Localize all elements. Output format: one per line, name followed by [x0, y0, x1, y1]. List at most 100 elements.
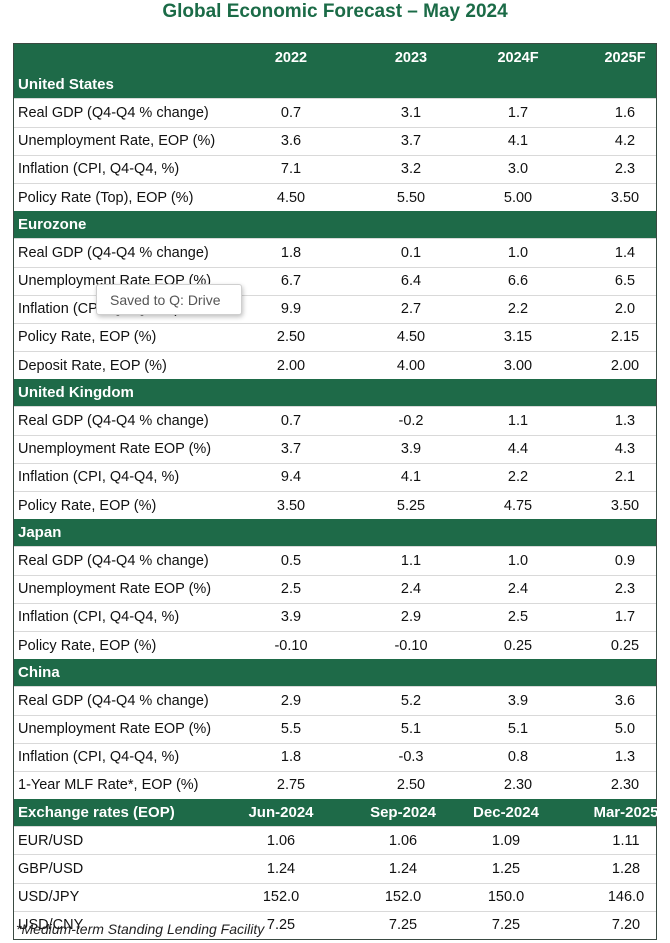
row-label: Unemployment Rate EOP (%) [18, 441, 212, 458]
row-label: Real GDP (Q4-Q4 % change) [18, 104, 209, 121]
year-header: 2024F [497, 49, 539, 66]
table-cell: 1.06 [388, 832, 418, 849]
table-cell: 3.50 [276, 497, 306, 514]
table-cell: 2.2 [507, 301, 529, 318]
table-cell: 5.2 [400, 692, 422, 709]
table-row: 1-Year MLF Rate*, EOP (%) 2.75 2.50 2.30 2.3… [14, 770, 656, 799]
table-cell: 7.1 [280, 161, 302, 178]
table-cell: 1.6 [614, 104, 636, 121]
table-cell: 1.7 [507, 104, 529, 121]
table-cell: 5.00 [503, 189, 533, 206]
table-cell: 2.50 [396, 777, 426, 794]
table-cell: 3.2 [400, 161, 422, 178]
table-cell: 9.9 [280, 301, 302, 318]
table-cell: 0.1 [400, 244, 422, 261]
table-row: Policy Rate (Top), EOP (%) 4.50 5.50 5.00 3.… [14, 182, 656, 211]
table-row: Unemployment Rate, EOP (%) 3.6 3.7 4.1 4.2 [14, 126, 656, 155]
section-header-row: Eurozone [14, 211, 656, 239]
row-label: Inflation (CPI, Q4-Q4, %) [18, 609, 180, 626]
table-cell: 3.9 [400, 441, 422, 458]
table-cell: 2.2 [507, 469, 529, 486]
table-row: Unemployment Rate EOP (%) 3.7 3.9 4.4 4.3 [14, 434, 656, 463]
table-cell: -0.10 [274, 637, 308, 654]
section-header-row: China [14, 659, 656, 687]
row-label: Policy Rate, EOP (%) [18, 329, 157, 346]
page-title: Global Economic Forecast – May 2024 [162, 1, 508, 22]
table-cell: 1.7 [614, 609, 636, 626]
section-header-row: United States [14, 71, 656, 99]
section-header-row: Japan [14, 519, 656, 547]
table-cell: 5.1 [400, 721, 422, 738]
table-cell: 1.4 [614, 244, 636, 261]
period-header: Dec-2024 [473, 804, 539, 822]
table-cell: 3.7 [280, 441, 302, 458]
table-cell: 2.3 [614, 161, 636, 178]
table-row: Inflation (CPI, Q4-Q4, %) 1.8 -0.3 0.8 1.3 [14, 742, 656, 771]
table-cell: 146.0 [607, 889, 645, 906]
table-cell: 3.50 [610, 189, 640, 206]
table-cell: 6.4 [400, 273, 422, 290]
period-header: Sep-2024 [370, 804, 436, 822]
table-row: Real GDP (Q4-Q4 % change) 0.7 3.1 1.7 1.6 [14, 98, 656, 126]
table-cell: 2.75 [276, 777, 306, 794]
table-cell: 9.4 [280, 469, 302, 486]
table-cell: 3.15 [503, 329, 533, 346]
table-row: Real GDP (Q4-Q4 % change) 0.7 -0.2 1.1 1.3 [14, 406, 656, 434]
table-cell: 4.1 [400, 469, 422, 486]
period-header: Jun-2024 [248, 804, 314, 822]
year-header: 2023 [394, 49, 428, 66]
row-label: Inflation (CPI, Q4-Q4, %) [18, 469, 180, 486]
table-cell: 1.11 [612, 832, 640, 849]
row-label: Real GDP (Q4-Q4 % change) [18, 413, 209, 430]
section-title: Exchange rates (EOP) [18, 804, 175, 822]
table-cell: -0.3 [398, 749, 424, 766]
table-cell: 4.00 [396, 357, 426, 374]
table-cell: -0.2 [398, 413, 424, 430]
table-cell: 6.7 [280, 273, 302, 290]
year-header-row: 2022 2023 2024F 2025F [14, 44, 656, 72]
table-cell: 152.0 [262, 889, 300, 906]
table-cell: 1.25 [491, 861, 521, 878]
table-cell: 0.7 [280, 413, 302, 430]
table-cell: 150.0 [487, 889, 525, 906]
row-label: 1-Year MLF Rate*, EOP (%) [18, 777, 199, 794]
table-cell: 7.25 [388, 917, 418, 934]
table-cell: 3.50 [610, 497, 640, 514]
table-row: Real GDP (Q4-Q4 % change) 2.9 5.2 3.9 3.6 [14, 686, 656, 714]
table-cell: 1.24 [388, 861, 418, 878]
table-cell: 2.00 [276, 357, 306, 374]
table-cell: 3.6 [280, 133, 302, 150]
table-cell: 2.9 [280, 692, 302, 709]
table-cell: 4.2 [614, 133, 636, 150]
section-title: China [18, 664, 60, 682]
table-cell: 4.50 [276, 189, 306, 206]
table-cell: 1.3 [614, 413, 636, 430]
row-label: Policy Rate (Top), EOP (%) [18, 189, 194, 206]
table-cell: 5.0 [614, 721, 636, 738]
table-cell: 7.25 [491, 917, 521, 934]
row-label: USD/CNY [18, 917, 84, 934]
table-cell: 2.1 [614, 469, 636, 486]
row-label: Real GDP (Q4-Q4 % change) [18, 552, 209, 569]
table-row: Policy Rate, EOP (%) -0.10 -0.10 0.25 0.25 [14, 630, 656, 659]
table-cell: 1.24 [266, 861, 296, 878]
table-cell: 4.1 [507, 133, 529, 150]
table-cell: 3.00 [503, 357, 533, 374]
table-cell: 1.06 [266, 832, 296, 849]
saved-tooltip: Saved to Q: Drive [96, 284, 242, 315]
table-cell: 2.4 [400, 581, 422, 598]
section-title: United Kingdom [18, 384, 134, 402]
row-label: USD/JPY [18, 889, 80, 906]
year-header: 2022 [274, 49, 308, 66]
table-row: Inflation (CPI, Q4-Q4, %) 9.4 4.1 2.2 2.1 [14, 462, 656, 491]
table-cell: 1.0 [507, 552, 529, 569]
table-cell: 3.0 [507, 161, 529, 178]
table-cell: 7.25 [266, 917, 296, 934]
table-cell: 5.1 [507, 721, 529, 738]
footnote: *Medium-term Standing Lending Facility [16, 921, 265, 937]
table-cell: 2.0 [614, 301, 636, 318]
table-cell: 5.50 [396, 189, 426, 206]
table-cell: 3.7 [400, 133, 422, 150]
table-cell: 1.8 [280, 244, 302, 261]
table-cell: 3.9 [507, 692, 529, 709]
